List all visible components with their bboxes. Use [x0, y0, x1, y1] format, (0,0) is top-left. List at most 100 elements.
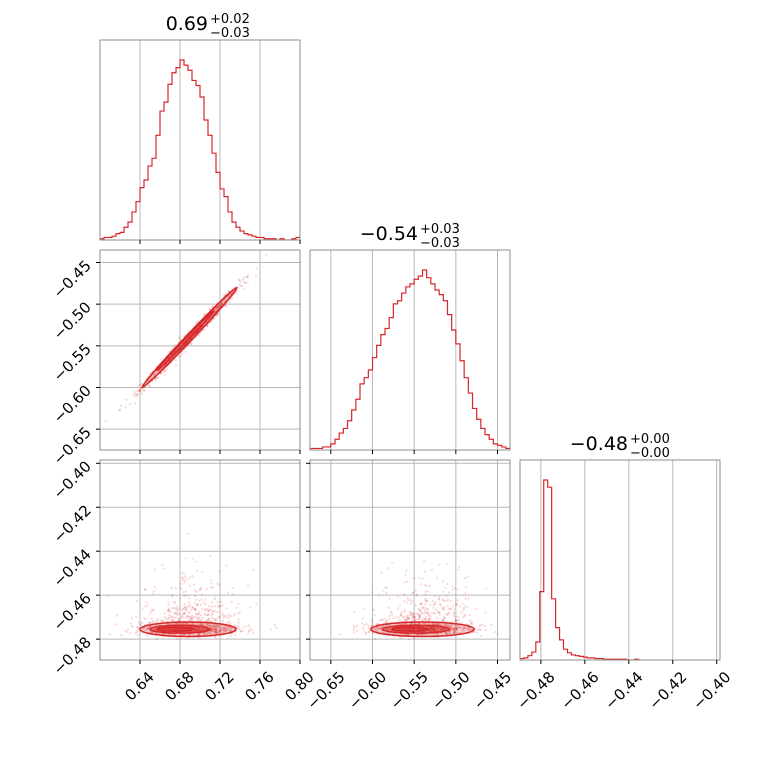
sample-point: [182, 576, 185, 580]
sample-point: [214, 619, 217, 622]
sample-point: [428, 629, 431, 633]
sample-point: [433, 602, 436, 606]
sample-point: [139, 390, 142, 393]
sample-point: [209, 630, 213, 633]
sample-point: [434, 626, 437, 629]
sample-point: [406, 633, 409, 636]
sample-point: [184, 608, 187, 612]
sample-point: [252, 569, 255, 572]
sample-point: [177, 622, 181, 625]
sample-point: [208, 624, 211, 628]
sample-point: [467, 627, 470, 630]
sample-point: [184, 606, 187, 609]
sample-point: [484, 611, 487, 615]
sample-point: [153, 568, 156, 571]
sample-point: [160, 620, 163, 623]
sample-point: [219, 630, 222, 633]
sample-point: [237, 618, 240, 621]
sample-point: [461, 602, 464, 605]
sample-point: [217, 610, 220, 614]
sample-point: [208, 617, 211, 620]
sample-point: [200, 623, 203, 626]
sample-point: [455, 626, 458, 629]
sample-point: [198, 599, 201, 603]
sample-point: [222, 294, 226, 297]
sample-point: [203, 313, 206, 316]
sample-point: [432, 603, 435, 606]
sample-point: [212, 631, 216, 634]
scatter-panel-2-0-grid: [100, 460, 301, 660]
sample-point: [216, 582, 219, 585]
sample-point: [138, 384, 142, 387]
histogram-panel-0-content: [100, 59, 300, 240]
sample-point: [433, 628, 436, 631]
sample-point: [233, 624, 236, 627]
scatter-panel-1-0-grid: [100, 250, 301, 450]
sample-point: [196, 569, 199, 572]
sample-point: [229, 628, 232, 631]
sample-point: [209, 608, 212, 611]
sample-point: [136, 626, 139, 629]
sample-point: [218, 604, 221, 608]
sample-point: [476, 631, 479, 634]
sample-point: [167, 607, 170, 610]
sample-point: [463, 576, 466, 580]
sample-point: [211, 627, 214, 630]
sample-point: [431, 626, 434, 629]
sample-point: [437, 595, 441, 598]
sample-point: [184, 590, 188, 593]
sample-point: [423, 559, 426, 562]
sample-point: [200, 628, 203, 631]
y-tick-label: −0.42: [50, 501, 95, 546]
y-tick-label: −0.48: [50, 633, 95, 678]
scatter-panel-2-0-yticks: −0.48−0.46−0.44−0.42−0.40: [50, 457, 100, 678]
sample-point: [428, 627, 431, 630]
sample-point: [177, 617, 180, 620]
sample-point: [221, 619, 224, 622]
scatter-panel-1-0-yticks: −0.65−0.60−0.55−0.50−0.45: [50, 257, 100, 468]
sample-point: [216, 313, 219, 316]
sample-point: [207, 613, 210, 616]
sample-point: [208, 624, 211, 627]
sample-point: [198, 589, 202, 592]
sample-point: [433, 629, 436, 632]
sample-point: [428, 625, 431, 629]
sample-point: [411, 615, 415, 618]
histogram-panel-2-content: [520, 479, 640, 660]
sample-point: [352, 628, 355, 631]
param-title-minus: −0.00: [630, 446, 670, 461]
sample-point: [207, 624, 210, 627]
sample-point: [181, 633, 184, 636]
sample-point: [143, 588, 147, 591]
sample-point: [179, 582, 182, 585]
sample-point: [405, 619, 408, 622]
sample-point: [355, 629, 359, 632]
sample-point: [200, 593, 203, 597]
histogram-panel-1: [309, 249, 511, 451]
scatter-panel-2-1-content: [339, 559, 499, 641]
sample-point: [136, 392, 139, 395]
sample-point: [265, 254, 268, 257]
sample-point: [378, 627, 381, 631]
x-tick-label: −0.48: [513, 668, 558, 713]
sample-point: [232, 627, 235, 630]
sample-point: [213, 628, 216, 631]
sample-point: [210, 605, 214, 608]
sample-point: [438, 613, 441, 616]
sample-point: [201, 628, 204, 631]
sample-point: [220, 627, 223, 630]
sample-point: [192, 583, 195, 586]
sample-point: [425, 584, 428, 587]
sample-point: [212, 317, 216, 320]
sample-point: [402, 615, 405, 618]
sample-point: [179, 633, 183, 637]
sample-point: [238, 279, 241, 282]
sample-point: [428, 629, 432, 632]
sample-point: [183, 573, 186, 576]
sample-point: [179, 587, 182, 590]
sample-point: [202, 601, 205, 604]
sample-point: [216, 626, 219, 630]
sample-point: [454, 615, 457, 618]
sample-point: [438, 603, 442, 606]
sample-point: [430, 627, 433, 630]
